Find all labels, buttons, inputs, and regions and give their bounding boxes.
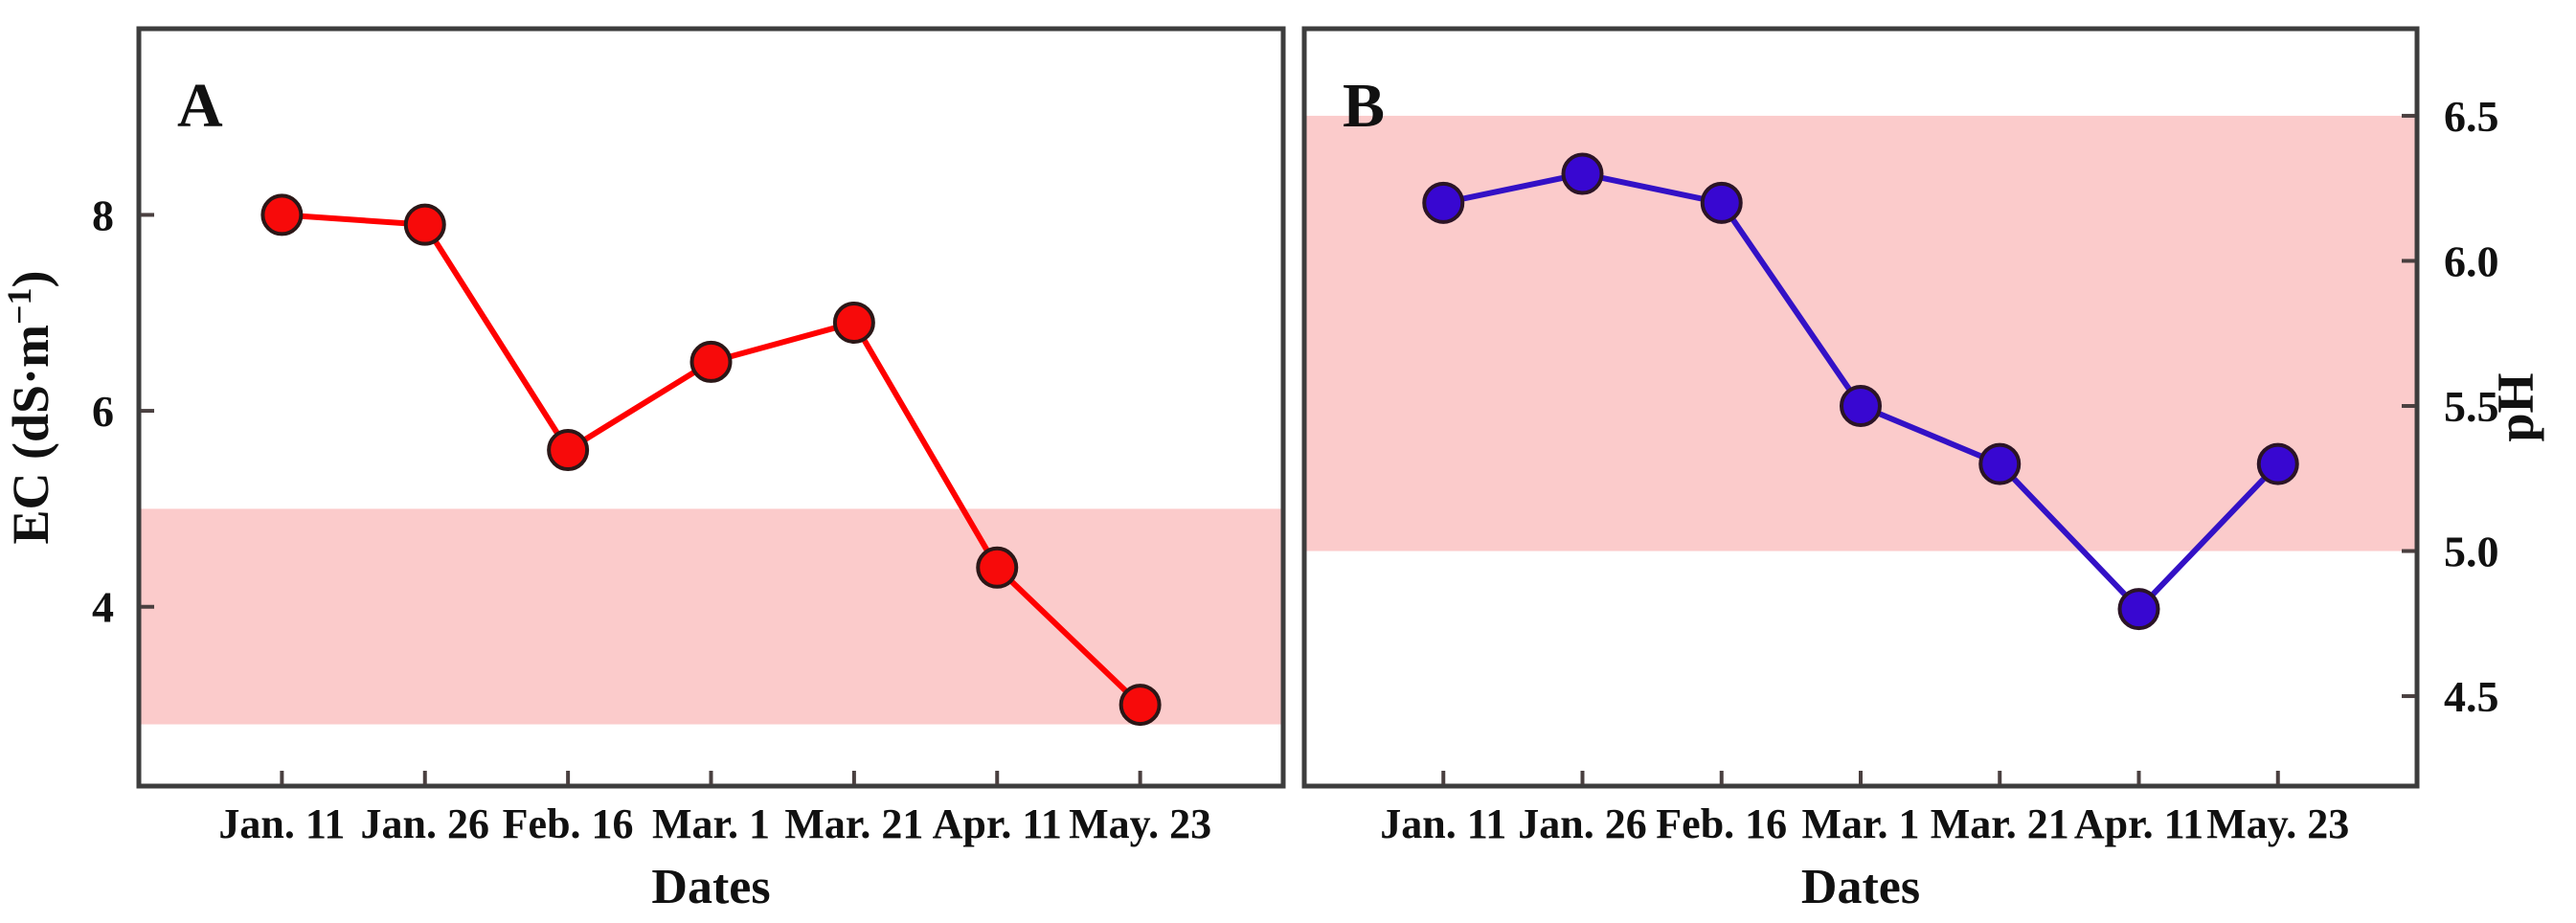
x-tick-label: Jan. 11 [218,800,345,847]
x-tick-label: Mar. 21 [784,800,923,847]
y-tick-label: 6.5 [2444,92,2499,141]
x-axis-title: Dates [651,860,770,914]
x-tick-label: Jan. 11 [1380,800,1506,847]
x-axis-title: Dates [1801,860,1920,914]
data-point [832,301,875,344]
data-point [1978,442,2022,485]
plot-frame [1301,26,2420,789]
y-tick-label: 6.0 [2444,236,2499,285]
data-point [1119,684,1162,727]
data-point [2117,588,2160,631]
data-point [547,429,590,472]
y-tick-label: 4.5 [2444,672,2499,721]
data-point [1840,384,1882,427]
data-point [1422,181,1465,224]
data-point [403,203,446,246]
data-point [1561,152,1604,195]
y-tick-label: 4 [92,583,114,632]
y-axis-title: pH [2487,372,2544,441]
x-tick-label: Mar. 21 [1931,800,2069,847]
x-tick-label: Feb. 16 [1656,800,1787,847]
y-tick-label: 5.5 [2444,382,2499,431]
x-tick-label: Mar. 1 [652,800,770,847]
x-tick-label: Apr. 11 [933,800,1062,847]
reference-band [139,508,1283,725]
x-tick-label: May. 23 [1069,800,1211,847]
reference-band [1304,115,2417,552]
panel-letter: B [1343,71,1385,141]
data-point [2256,442,2299,485]
data-point [689,340,733,383]
data-point [1700,181,1743,224]
x-tick-label: Mar. 1 [1801,800,1919,847]
panel-a-chart: 8 6 4 Jan. 11 Jan. 26 Feb. 16 Mar. 1 Mar. 21 Apr… [0,26,1286,914]
y-tick-label: 8 [92,191,114,239]
x-tick-label: Jan. 26 [361,800,489,847]
x-tick-label: Feb. 16 [503,800,634,847]
y-tick-label: 6 [92,387,114,436]
y-tick-label: 5.0 [2444,528,2499,576]
panel-b-chart: 6.5 6.0 5.5 5.0 4.5 Jan. 11 Jan. 26 Feb. 16 Mar.… [1301,26,2544,914]
y-axis-title: EC (dS·m−1) [0,270,59,544]
panel-letter: A [177,71,223,141]
data-point [260,193,304,236]
plot-frame [136,26,1286,789]
x-tick-label: May. 23 [2206,800,2349,847]
data-point [976,546,1019,589]
x-tick-label: Jan. 26 [1518,800,1646,847]
x-tick-label: Apr. 11 [2074,800,2203,847]
